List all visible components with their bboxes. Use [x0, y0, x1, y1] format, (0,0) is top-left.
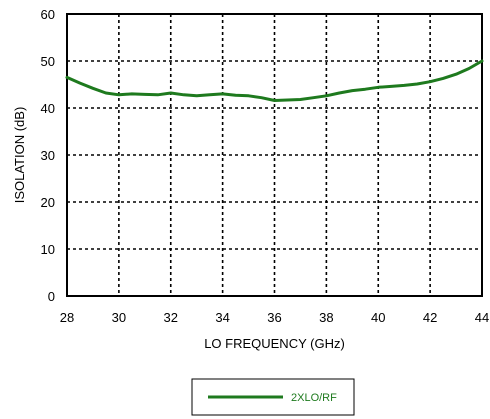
legend: 2XLO/RF — [191, 378, 355, 416]
x-tick-label: 42 — [423, 310, 437, 325]
series-line — [65, 59, 484, 102]
y-axis-title: ISOLATION (dB) — [12, 107, 27, 204]
plot-area-frame — [66, 13, 483, 297]
y-tick-label: 20 — [41, 195, 55, 210]
x-axis-title: LO FREQUENCY (GHz) — [204, 336, 345, 351]
y-tick-label: 60 — [41, 7, 55, 22]
series-layer — [65, 59, 484, 102]
x-tick-label: 34 — [215, 310, 229, 325]
x-tick-label: 40 — [371, 310, 385, 325]
y-tick-label: 50 — [41, 54, 55, 69]
x-tick-label: 36 — [267, 310, 281, 325]
x-tick-label: 44 — [475, 310, 489, 325]
y-tick-label: 0 — [48, 289, 55, 304]
y-tick-label: 10 — [41, 242, 55, 257]
axis-ticks: 28 30 32 34 36 38 40 42 44 0 10 20 30 40 50 60 — [41, 7, 490, 325]
x-tick-label: 28 — [60, 310, 74, 325]
y-tick-label: 30 — [41, 148, 55, 163]
x-tick-label: 32 — [164, 310, 178, 325]
x-tick-label: 38 — [319, 310, 333, 325]
y-tick-label: 40 — [41, 101, 55, 116]
legend-label: 2XLO/RF — [291, 392, 337, 404]
grid — [67, 14, 482, 296]
x-tick-label: 30 — [112, 310, 126, 325]
